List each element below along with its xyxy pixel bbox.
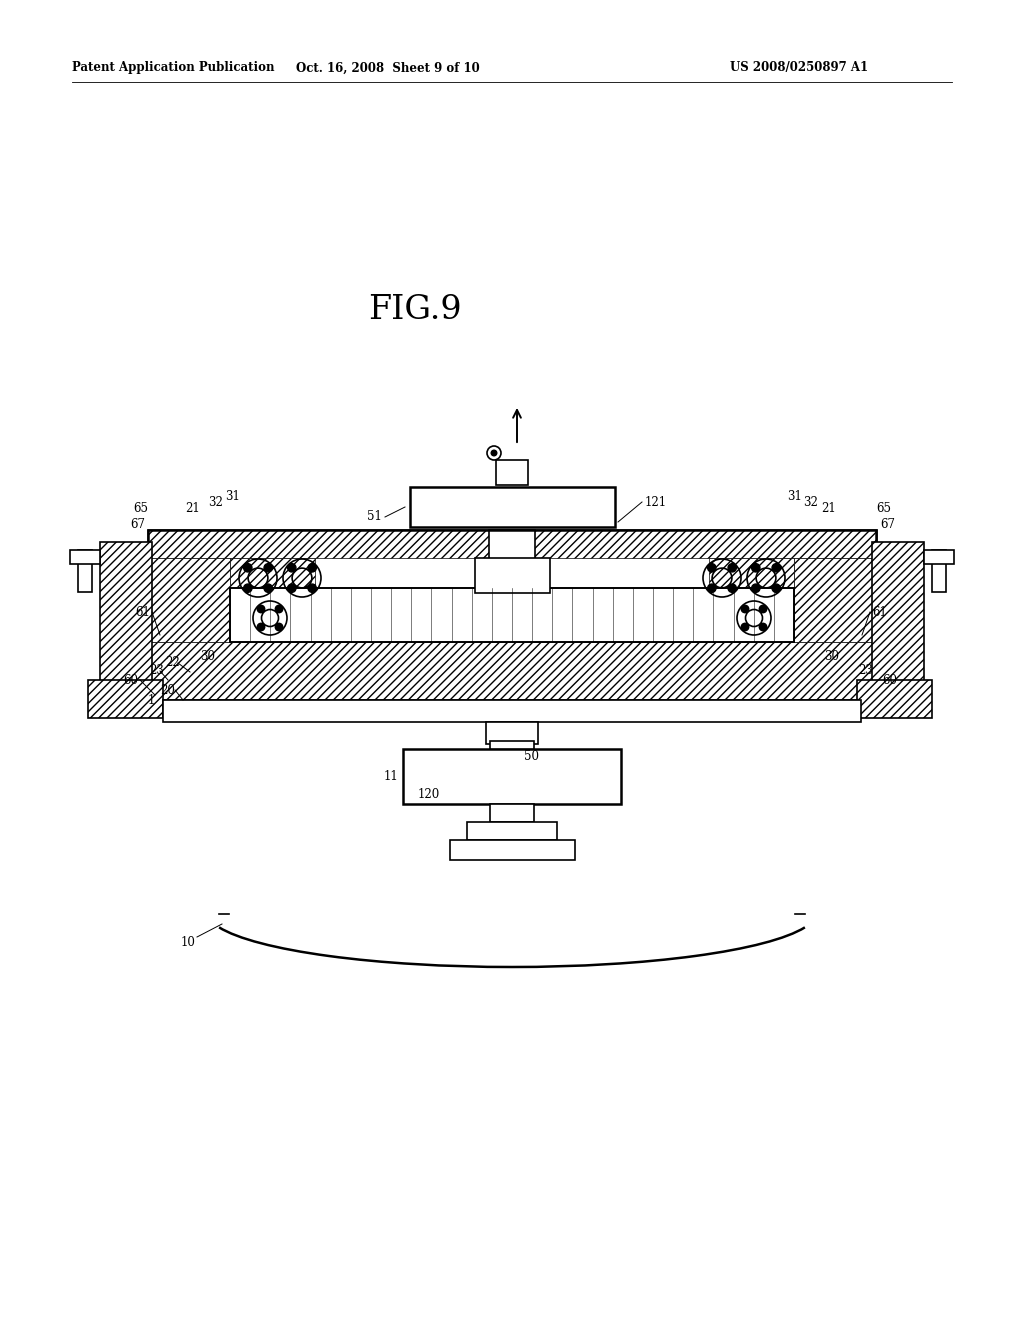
Text: 60: 60 <box>123 673 138 686</box>
Text: 120: 120 <box>418 788 440 800</box>
Text: 23: 23 <box>150 664 164 677</box>
Circle shape <box>741 606 749 612</box>
Circle shape <box>759 623 767 631</box>
Text: 50: 50 <box>524 751 539 763</box>
Text: 10: 10 <box>180 936 195 949</box>
Bar <box>230 587 794 642</box>
Circle shape <box>244 583 252 593</box>
Circle shape <box>752 583 760 593</box>
Bar <box>148 531 876 558</box>
Bar <box>100 543 152 688</box>
Circle shape <box>257 606 265 612</box>
Circle shape <box>752 564 760 572</box>
Text: 31: 31 <box>225 490 240 503</box>
Circle shape <box>244 564 252 572</box>
Circle shape <box>264 583 272 593</box>
Bar <box>450 840 575 861</box>
Bar <box>475 558 550 593</box>
Bar <box>163 700 861 722</box>
Bar <box>88 680 163 718</box>
Circle shape <box>275 623 283 631</box>
Text: 61: 61 <box>872 606 887 619</box>
Bar <box>403 748 621 804</box>
Text: 31: 31 <box>787 490 802 503</box>
Text: 23: 23 <box>858 664 872 677</box>
Circle shape <box>492 450 497 455</box>
Bar <box>924 550 954 564</box>
Circle shape <box>275 606 283 612</box>
Circle shape <box>728 564 736 572</box>
Text: Patent Application Publication: Patent Application Publication <box>72 62 274 74</box>
Circle shape <box>288 564 296 572</box>
Bar <box>230 587 794 642</box>
Circle shape <box>264 564 272 572</box>
Text: 121: 121 <box>645 495 667 508</box>
Text: 30: 30 <box>200 649 215 663</box>
Bar <box>148 531 876 700</box>
Text: 61: 61 <box>135 606 150 619</box>
Circle shape <box>308 564 316 572</box>
Text: 51: 51 <box>368 511 382 524</box>
Bar <box>857 680 932 718</box>
Text: FIG.9: FIG.9 <box>369 294 462 326</box>
Bar <box>709 558 794 587</box>
Circle shape <box>708 583 716 593</box>
Circle shape <box>772 564 780 572</box>
Text: 32: 32 <box>803 496 818 510</box>
Text: 20: 20 <box>160 684 175 697</box>
Bar <box>794 558 876 642</box>
Bar <box>872 543 924 688</box>
Text: 30: 30 <box>824 649 839 663</box>
Text: 65: 65 <box>133 502 148 515</box>
Circle shape <box>708 564 716 572</box>
Circle shape <box>759 606 767 612</box>
Text: US 2008/0250897 A1: US 2008/0250897 A1 <box>730 62 868 74</box>
Text: 65: 65 <box>876 502 891 515</box>
Circle shape <box>741 623 749 631</box>
Bar <box>410 487 615 527</box>
Bar <box>496 459 528 484</box>
Bar <box>486 722 538 744</box>
Bar <box>78 550 92 591</box>
Circle shape <box>257 623 265 631</box>
Text: 21: 21 <box>821 503 836 516</box>
Bar <box>489 531 535 587</box>
Bar <box>467 822 557 840</box>
Bar <box>148 558 230 642</box>
Text: 22: 22 <box>165 656 180 669</box>
Text: 11: 11 <box>383 770 398 783</box>
Bar <box>490 804 534 822</box>
Text: 1: 1 <box>147 693 155 706</box>
Bar <box>230 558 315 587</box>
Bar <box>932 550 946 591</box>
Text: 67: 67 <box>130 517 145 531</box>
Bar <box>148 642 876 700</box>
Text: 21: 21 <box>185 503 200 516</box>
Circle shape <box>288 583 296 593</box>
Circle shape <box>772 583 780 593</box>
Bar <box>70 550 100 564</box>
Text: 60: 60 <box>882 673 897 686</box>
Bar <box>148 531 876 700</box>
Circle shape <box>728 583 736 593</box>
Text: 67: 67 <box>880 517 895 531</box>
Circle shape <box>308 583 316 593</box>
Text: 32: 32 <box>208 496 223 510</box>
Text: Oct. 16, 2008  Sheet 9 of 10: Oct. 16, 2008 Sheet 9 of 10 <box>296 62 480 74</box>
Bar <box>490 741 534 748</box>
